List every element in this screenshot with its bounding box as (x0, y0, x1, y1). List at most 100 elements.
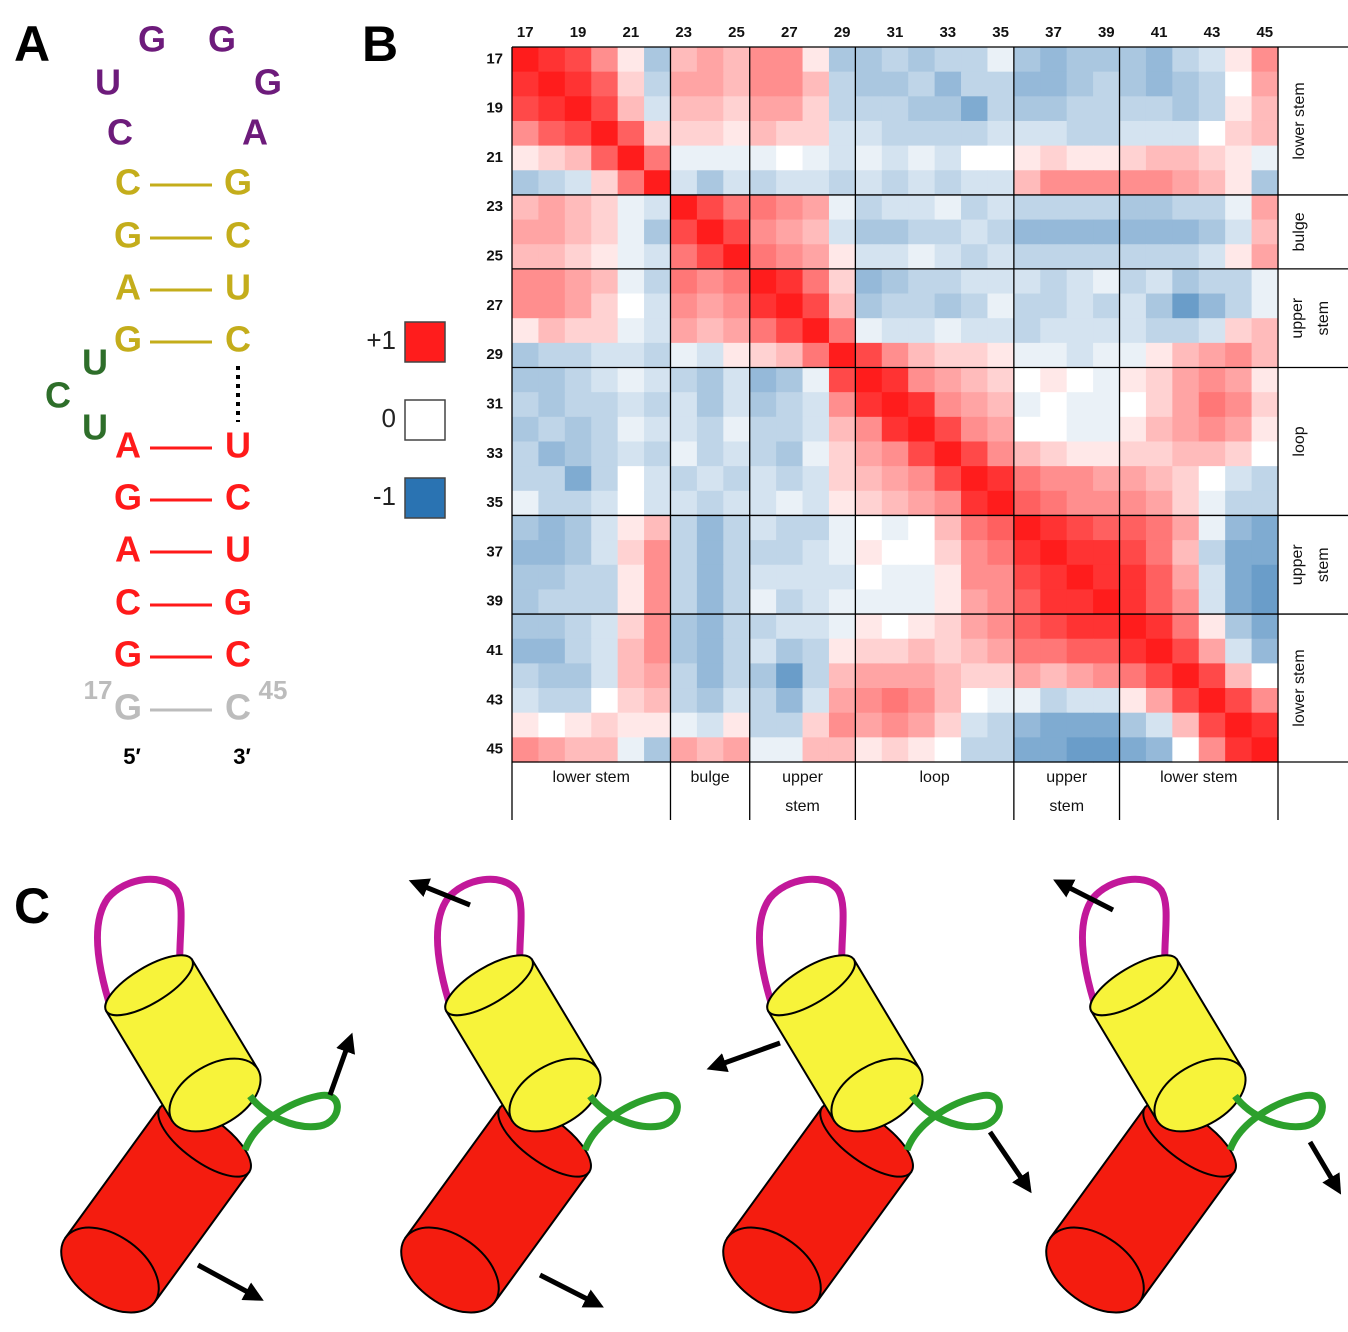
heatmap-cell (1040, 515, 1067, 540)
heatmap-cell (803, 170, 830, 195)
heatmap-cell (670, 392, 697, 417)
heatmap-cell (882, 713, 909, 738)
y-tick-label: 17 (486, 50, 503, 67)
heatmap-cell (1146, 663, 1173, 688)
heatmap-cell (961, 466, 988, 491)
heatmap-cell (670, 96, 697, 121)
heatmap-cell (565, 121, 592, 146)
rna-structure: C U G G G A C G A G G C U C U C U A G A … (45, 19, 287, 769)
heatmap-cell (1040, 146, 1067, 171)
heatmap-cell (1120, 343, 1147, 368)
heatmap-cell (1067, 244, 1094, 269)
heatmap-cell (1040, 96, 1067, 121)
heatmap-cell (1120, 565, 1147, 590)
heatmap-cell (1225, 392, 1252, 417)
heatmap-cell (829, 515, 856, 540)
heatmap-cell (1199, 565, 1226, 590)
heatmap-cell (987, 417, 1014, 442)
heatmap-cell (670, 318, 697, 343)
heatmap-cell (565, 713, 592, 738)
heatmap-cell (855, 663, 882, 688)
heatmap-cell (1146, 639, 1173, 664)
heatmap-cell (1146, 244, 1173, 269)
heatmap-cell (935, 294, 962, 319)
heatmap-cell (512, 663, 539, 688)
heatmap-cell (987, 72, 1014, 97)
heatmap-cell (1120, 737, 1147, 762)
heatmap-cell (697, 688, 724, 713)
heatmap-cell (1252, 688, 1279, 713)
heatmap-cell (1225, 515, 1252, 540)
heatmap-cell (750, 713, 777, 738)
heatmap-cell (882, 540, 909, 565)
heatmap-cell (565, 540, 592, 565)
heatmap-cell (538, 269, 565, 294)
heatmap-cell (1199, 392, 1226, 417)
heatmap-cell (882, 318, 909, 343)
heatmap-cell (538, 170, 565, 195)
heatmap-cell (855, 713, 882, 738)
heatmap-cell (1146, 713, 1173, 738)
heatmap-cell (1120, 589, 1147, 614)
heatmap-cell (538, 614, 565, 639)
heatmap-cell (750, 195, 777, 220)
heatmap-cell (1093, 713, 1120, 738)
heatmap-cell (670, 466, 697, 491)
heatmap-cell (935, 72, 962, 97)
heatmap-cell (1067, 146, 1094, 171)
heatmap-cell (829, 392, 856, 417)
heatmap-cell (1093, 368, 1120, 393)
heatmap-cell (723, 614, 750, 639)
cartoon (386, 879, 678, 1330)
heatmap-cell (776, 737, 803, 762)
heatmap-cell (1225, 639, 1252, 664)
heatmap-cell (538, 713, 565, 738)
heatmap-cell (750, 589, 777, 614)
heatmap-cell (803, 343, 830, 368)
heatmap-cell (935, 491, 962, 516)
heatmap-cell (750, 663, 777, 688)
heatmap-cell (1014, 220, 1041, 245)
heatmap-cell (750, 737, 777, 762)
heatmap-cell (723, 343, 750, 368)
heatmap-cell (882, 589, 909, 614)
heatmap-cell (829, 294, 856, 319)
heatmap-cell (538, 72, 565, 97)
heatmap-cell (1199, 318, 1226, 343)
heatmap-cell (1067, 195, 1094, 220)
heatmap-cell (1199, 540, 1226, 565)
heatmap-cell (591, 565, 618, 590)
heatmap-cell (618, 639, 645, 664)
heatmap-cell (750, 417, 777, 442)
x-tick-label: 39 (1098, 24, 1115, 41)
domain-label: lower stem (1291, 649, 1308, 726)
heatmap-cell (1067, 72, 1094, 97)
heatmap-cell (1120, 146, 1147, 171)
heatmap-cell (697, 540, 724, 565)
heatmap-cell (1093, 343, 1120, 368)
heatmap-cell (591, 540, 618, 565)
x-tick-label: 41 (1151, 24, 1168, 41)
heatmap-cell (697, 343, 724, 368)
heatmap-cell (1199, 294, 1226, 319)
heatmap-cell (776, 121, 803, 146)
heatmap-cell (644, 96, 671, 121)
y-tick-label: 29 (486, 346, 503, 363)
heatmap-cell (908, 639, 935, 664)
heatmap-cell (1120, 515, 1147, 540)
heatmap-cell (670, 540, 697, 565)
heatmap-cell (829, 368, 856, 393)
heatmap-cell (1199, 244, 1226, 269)
heatmap-cell (1040, 466, 1067, 491)
heatmap-cell (670, 72, 697, 97)
heatmap-cell (538, 294, 565, 319)
heatmap-cell (855, 614, 882, 639)
nucleotide: C (225, 477, 251, 518)
heatmap-cell (855, 96, 882, 121)
heatmap-cell (1199, 170, 1226, 195)
heatmap-cell (935, 589, 962, 614)
heatmap-cell (618, 170, 645, 195)
heatmap-cell (750, 220, 777, 245)
heatmap-cell (618, 47, 645, 72)
heatmap-cell (1093, 614, 1120, 639)
